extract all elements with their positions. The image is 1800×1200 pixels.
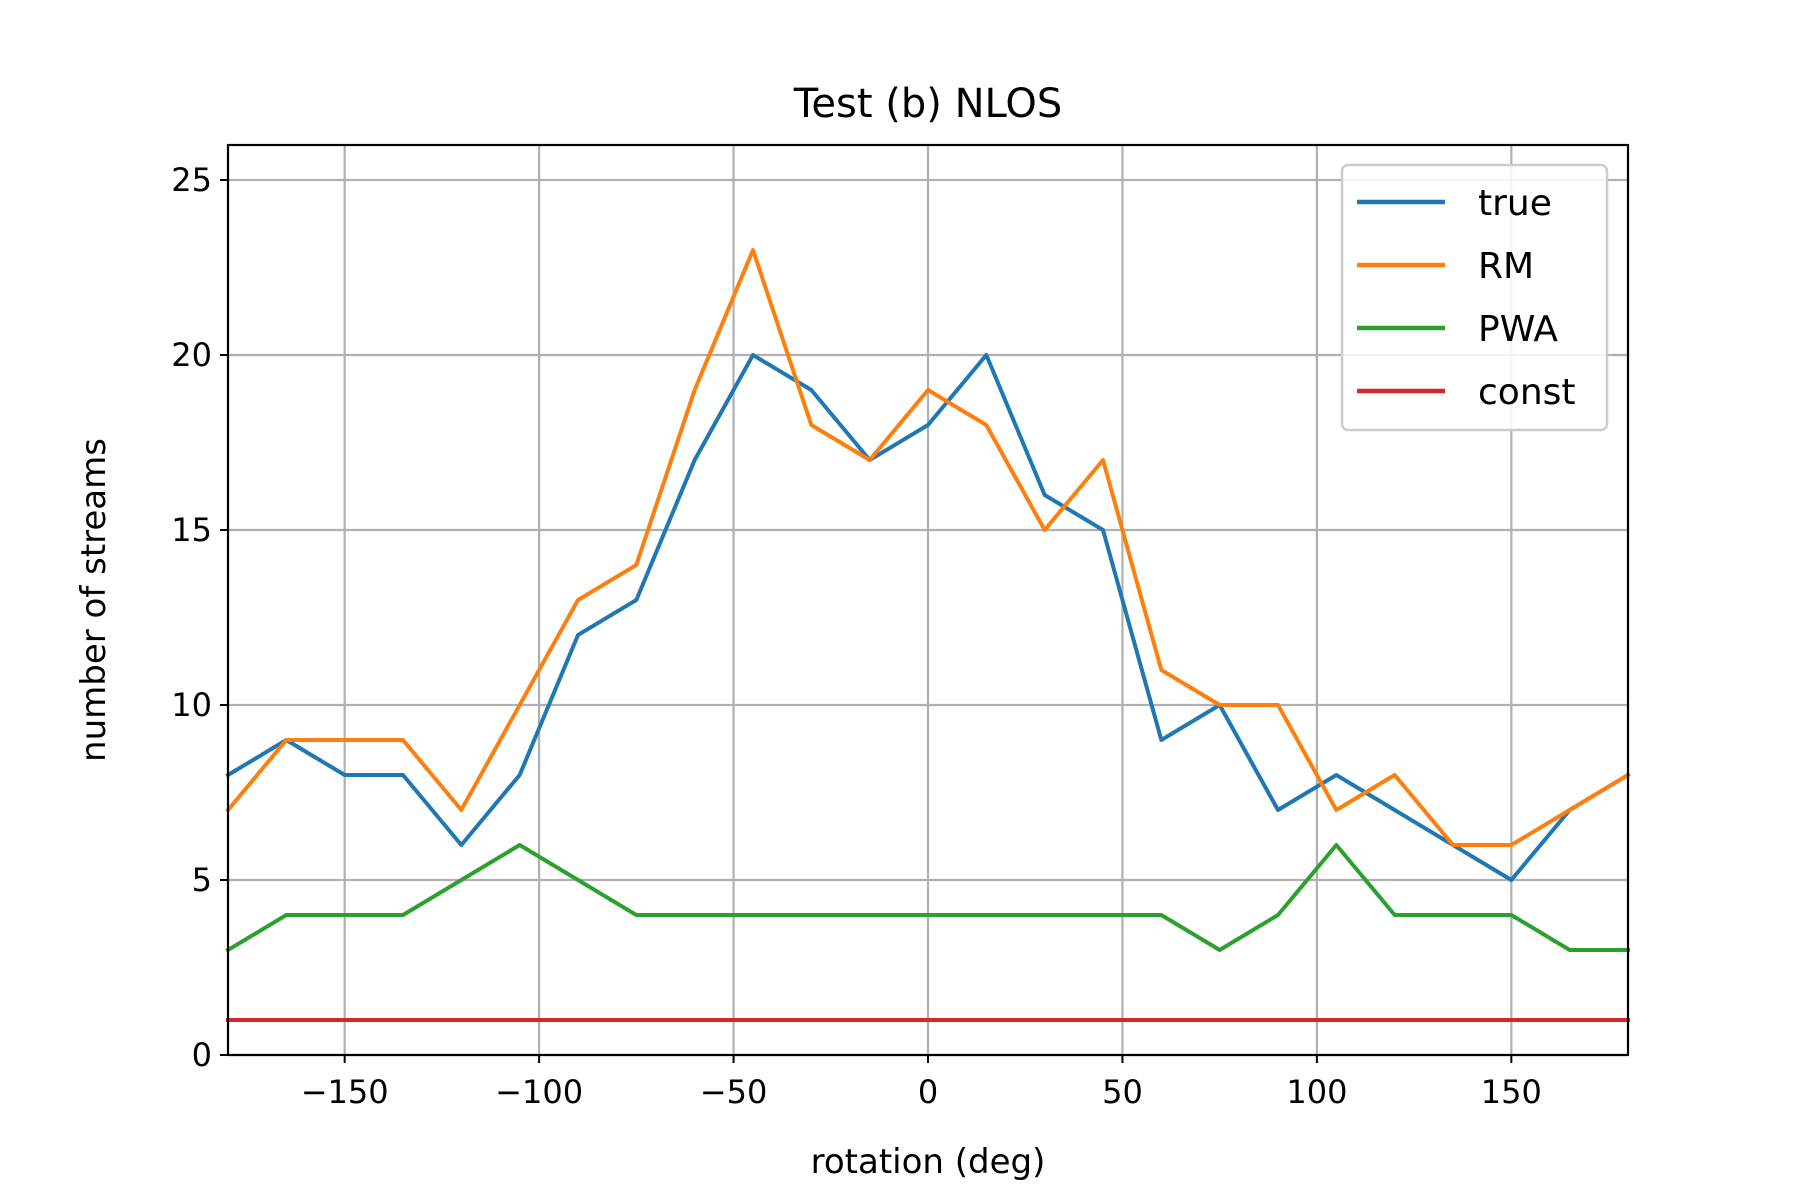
x-tick-label: −50: [700, 1073, 768, 1111]
y-tick-label: 15: [171, 511, 212, 549]
x-tick-label: −150: [301, 1073, 389, 1111]
series-line-rm: [225, 248, 1631, 847]
x-tick-label: 150: [1481, 1073, 1542, 1111]
legend-label: const: [1478, 372, 1576, 413]
legend-label: PWA: [1478, 309, 1558, 350]
axis-ticks: −150 −100 −50 0 50 100 150 0 5 10 15 20 25: [171, 161, 1542, 1111]
series-line-true: [225, 353, 1631, 882]
legend-label: true: [1478, 183, 1552, 224]
x-axis-title: rotation (deg): [811, 1142, 1046, 1182]
legend-box: [1340, 163, 1609, 432]
x-tick-label: 50: [1102, 1073, 1143, 1111]
series-line-pwa: [225, 843, 1630, 953]
y-tick-label: 25: [171, 161, 212, 199]
y-tick-label: 20: [171, 336, 212, 374]
series-lines: [225, 248, 1631, 1022]
chart-title: Test (b) NLOS: [793, 81, 1062, 127]
y-tick-label: 0: [192, 1036, 212, 1074]
y-tick-label: 10: [171, 686, 212, 724]
y-tick-label: 5: [192, 861, 212, 899]
x-tick-label: 0: [918, 1073, 938, 1111]
legend: true RM PWA const: [1340, 163, 1609, 432]
y-axis-title: number of streams: [74, 438, 114, 762]
x-tick-label: 100: [1286, 1073, 1347, 1111]
legend-label: RM: [1478, 246, 1534, 287]
x-tick-label: −100: [495, 1073, 583, 1111]
